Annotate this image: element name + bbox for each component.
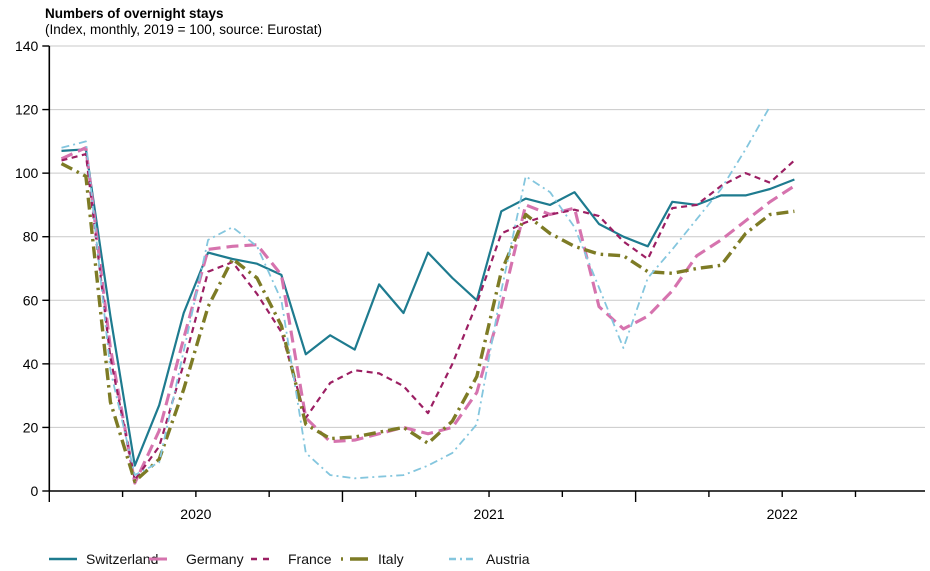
legend-item-switzerland: Switzerland: [48, 549, 158, 569]
legend-label-italy: Italy: [378, 551, 404, 567]
y-tick-label-80: 80: [23, 229, 39, 245]
y-tick-label-0: 0: [31, 483, 39, 499]
legend-line-sample-austria: [449, 557, 477, 561]
series-line-switzerland: [61, 148, 795, 467]
chart-title: Numbers of overnight stays: [45, 6, 224, 21]
legend-item-austria: Austria: [448, 549, 530, 569]
x-year-label-2021: 2021: [473, 506, 504, 522]
legend-label-france: France: [288, 551, 332, 567]
y-tick-label-60: 60: [23, 292, 39, 308]
chart-canvas: 0 20 40 60 80 100 120 140 2020 2021 2022: [15, 38, 925, 522]
series-line-france: [61, 153, 796, 481]
legend-line-sample-italy: [341, 557, 369, 561]
y-tick-label-100: 100: [15, 165, 39, 181]
legend-label-austria: Austria: [486, 551, 530, 567]
legend-item-germany: Germany: [148, 549, 244, 569]
y-tick-label-120: 120: [15, 102, 39, 118]
legend-line-sample-france: [251, 557, 279, 561]
x-year-label-2022: 2022: [767, 506, 798, 522]
legend-label-switzerland: Switzerland: [86, 551, 159, 567]
legend-item-france: France: [250, 549, 332, 569]
chart-subtitle: (Index, monthly, 2019 = 100, source: Eur…: [45, 22, 323, 37]
x-year-label-2020: 2020: [180, 506, 211, 522]
chart-legend: Switzerland Germany France Italy Austria: [0, 549, 930, 569]
y-tick-label-20: 20: [23, 419, 39, 435]
y-tick-label-140: 140: [15, 38, 39, 54]
series-line-germany: [60, 146, 796, 485]
legend-item-italy: Italy: [340, 549, 404, 569]
legend-line-sample-switzerland: [49, 557, 77, 561]
legend-line-sample-germany: [149, 557, 177, 561]
y-tick-label-40: 40: [23, 356, 39, 372]
series-line-austria: [61, 105, 771, 480]
series-line-italy: [60, 162, 795, 484]
legend-label-germany: Germany: [186, 551, 244, 567]
